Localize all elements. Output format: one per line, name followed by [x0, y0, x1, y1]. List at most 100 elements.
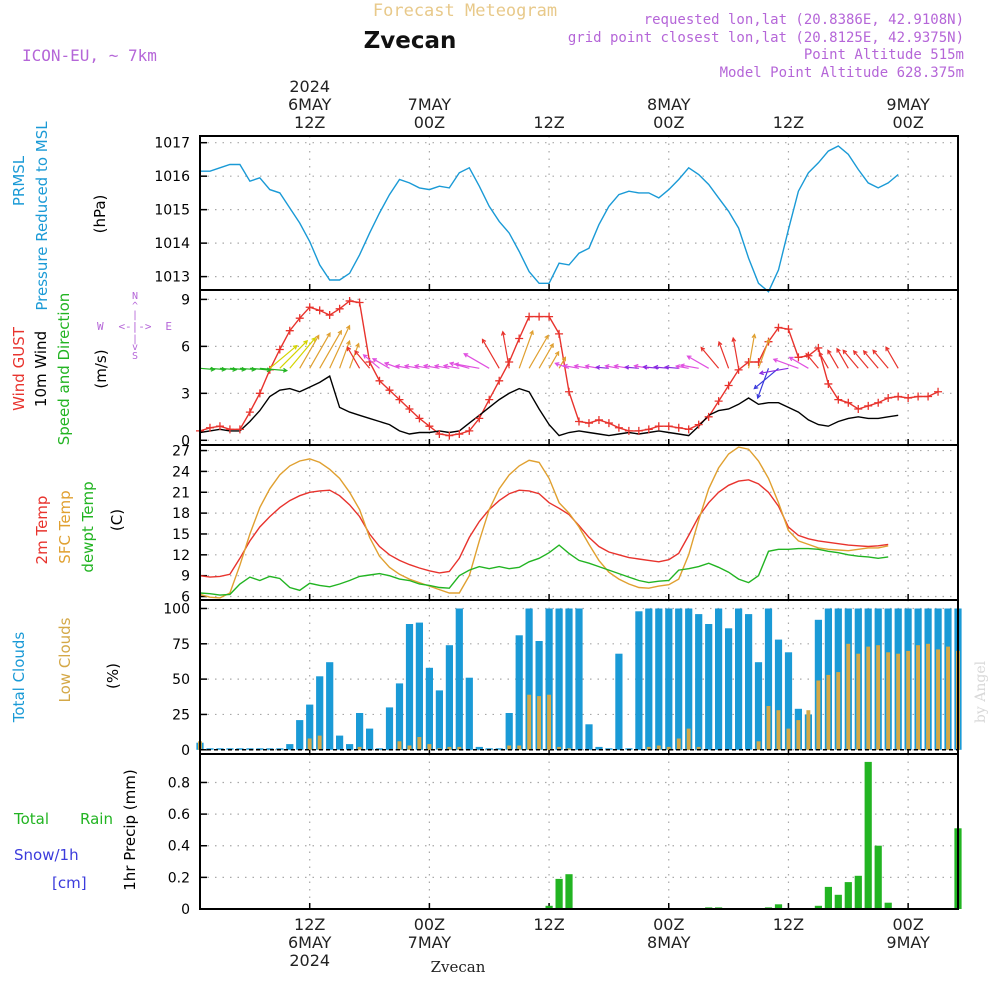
compass-bar-2: |	[132, 334, 138, 345]
clouds-ytick-label-4: 100	[163, 601, 190, 617]
wind-direction-arrow	[758, 367, 789, 376]
temp-ytick-label-0: 6	[181, 590, 190, 606]
clouds-bar-low-clouds	[906, 650, 911, 750]
precip-bar-total-rain	[774, 904, 783, 909]
wind-direction-arrow	[772, 358, 799, 369]
clouds-bar-total-clouds	[645, 608, 653, 750]
clouds-bar-low-clouds	[686, 728, 691, 750]
compass-s: S	[132, 351, 138, 362]
wind-direction-arrow	[717, 340, 730, 369]
wind-gust-marker	[674, 423, 683, 432]
precip-bar-total-rain	[884, 902, 892, 909]
compass-bar: |	[132, 310, 138, 321]
clouds-label-total: Total Clouds	[10, 632, 28, 724]
wind-gust-marker	[425, 422, 434, 431]
clouds-panel: 0 25 50 75 100	[163, 599, 962, 759]
wind-direction-arrow	[731, 336, 740, 369]
clouds-bar-total-clouds	[625, 748, 633, 750]
clouds-bar-total-clouds	[754, 662, 763, 750]
clouds-bar-low-clouds	[437, 748, 442, 750]
clouds-bar-total-clouds	[655, 608, 663, 750]
clouds-bar-low-clouds	[936, 649, 940, 750]
wind-direction-arrow	[463, 353, 490, 369]
bottom-time-label-1-0: 00Z	[414, 915, 445, 934]
wind-direction-arrow	[595, 365, 609, 370]
wind-gust-marker	[634, 426, 643, 435]
clouds-bar-total-clouds	[326, 662, 334, 750]
compass-down-arrow: v	[132, 342, 138, 353]
precip-labels: Total Rain Snow/1h [cm] 1hr Precip (mm)	[13, 769, 139, 892]
wind-gust-marker	[714, 397, 723, 406]
clouds-bar-low-clouds	[656, 745, 661, 750]
compass-e: E	[165, 320, 172, 333]
wind-gust-marker	[545, 312, 554, 321]
clouds-bar-total-clouds	[455, 608, 463, 750]
clouds-bar-total-clouds	[745, 614, 753, 750]
clouds-bar-total-clouds	[695, 614, 703, 750]
precip-label-cm: [cm]	[52, 874, 87, 892]
precip-panel: 0 0.2 0.4 0.6 0.8	[168, 753, 962, 918]
pressure-labels: PRMSL Pressure Reduced to MSL (hPa)	[10, 121, 109, 311]
temp-series-dewpt-temp	[199, 544, 889, 596]
compass-n: N	[132, 291, 138, 302]
wind-ytick-label-3: 9	[181, 292, 190, 308]
wind-gust-marker	[774, 323, 783, 332]
wind-gust-marker	[455, 430, 464, 439]
bottom-time-label-3-0: 00Z	[653, 915, 684, 934]
wind-direction-arrow	[573, 363, 590, 369]
clouds-bar-low-clouds	[307, 738, 312, 750]
clouds-bar-low-clouds	[427, 744, 432, 750]
pressure-frame	[199, 135, 959, 291]
top-time-label-2-0: 12Z	[533, 113, 564, 132]
clouds-bar-low-clouds	[447, 746, 452, 750]
clouds-bar-total-clouds	[266, 748, 274, 750]
wind-gust-marker	[245, 408, 254, 417]
wind-direction-arrow	[862, 350, 879, 369]
wind-direction-arrow	[362, 354, 380, 369]
wind-gust-marker	[854, 404, 863, 413]
clouds-bar-total-clouds	[395, 683, 404, 750]
wind-labels: Wind GUST 10m Wind Speed and Direction (…	[10, 293, 110, 446]
temp-ytick-label-3: 15	[172, 527, 190, 543]
clouds-label-low: Low Clouds	[56, 617, 74, 702]
top-time-label-3-1: 00Z	[653, 113, 684, 132]
bottom-time-label-5-1: 9MAY	[886, 933, 930, 952]
wind-gust-marker	[894, 392, 903, 401]
model-name: ICON-EU, ~ 7km	[22, 46, 157, 65]
top-time-label-1-0: 7MAY	[408, 95, 452, 114]
clouds-bar-low-clouds	[926, 643, 930, 750]
wind-gust-marker	[874, 398, 883, 407]
temp-label-sfc: SFC Temp	[56, 490, 74, 563]
top-time-label-1-1: 00Z	[414, 113, 445, 132]
clouds-bar-low-clouds	[567, 748, 571, 750]
wind-direction-arrow	[663, 364, 679, 370]
clouds-bar-total-clouds	[774, 639, 783, 750]
precip-bar-total-rain	[844, 882, 852, 909]
requested-coords: requested lon,lat (20.8386E, 42.9108N)	[644, 12, 964, 28]
wind-gust-marker	[475, 414, 484, 423]
clouds-bar-total-clouds	[346, 744, 354, 750]
clouds-bar-total-clouds	[226, 748, 234, 750]
wind-direction-arrow	[442, 363, 460, 369]
wind-gust-marker	[814, 343, 823, 352]
clouds-bar-total-clouds	[316, 676, 324, 750]
wind-gust-marker	[435, 430, 444, 439]
pressure-label-msl: Pressure Reduced to MSL	[33, 121, 51, 311]
temp-label-unit: (C)	[108, 509, 126, 531]
wind-direction-arrow	[289, 336, 317, 369]
wind-direction-arrow	[339, 339, 351, 369]
wind-gust-marker	[904, 394, 913, 403]
wind-direction-arrow	[538, 342, 554, 369]
clouds-ytick-label-3: 75	[172, 637, 190, 653]
precip-bar-total-rain	[834, 894, 842, 909]
clouds-bar-low-clouds	[527, 694, 532, 750]
clouds-bar-low-clouds	[457, 746, 462, 750]
clouds-bar-low-clouds	[786, 728, 791, 750]
wind-gust-marker	[205, 423, 214, 432]
precip-ytick-label-3: 0.6	[168, 807, 190, 823]
wind-gust-marker	[445, 431, 454, 440]
clouds-bar-total-clouds	[296, 720, 304, 750]
wind-gust-marker	[914, 392, 923, 401]
